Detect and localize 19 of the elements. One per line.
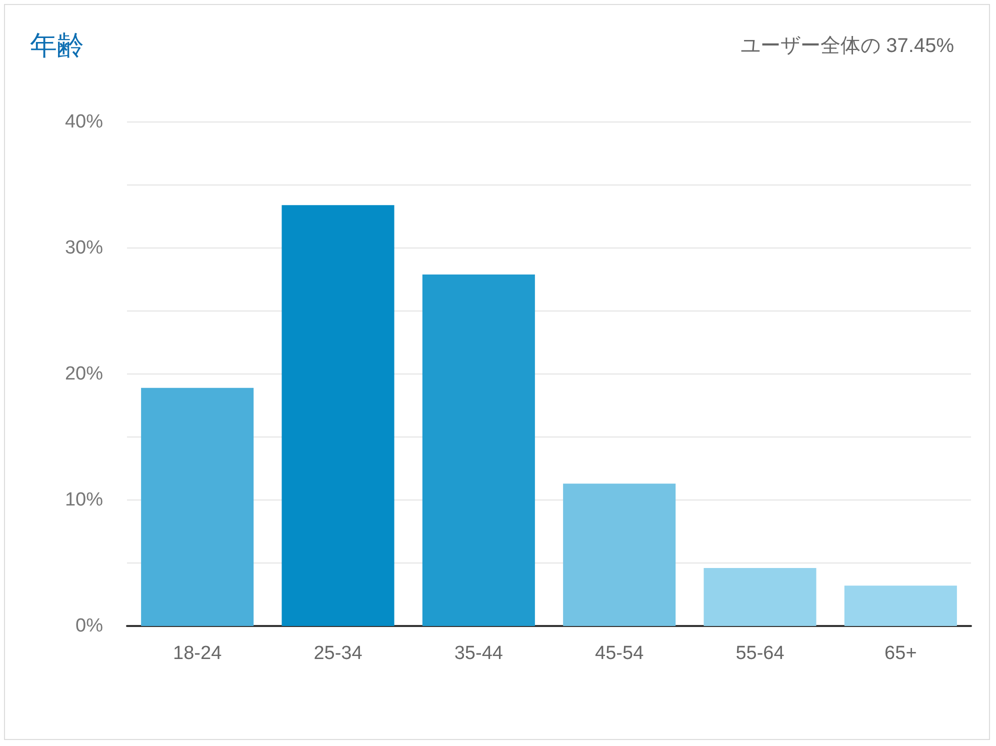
bar bbox=[563, 484, 676, 626]
x-tick-label: 45-54 bbox=[595, 643, 644, 664]
x-tick-label: 25-34 bbox=[314, 643, 363, 664]
bar bbox=[422, 274, 535, 626]
x-tick-label: 18-24 bbox=[173, 643, 222, 664]
y-tick-label: 30% bbox=[64, 238, 104, 258]
x-tick-label: 35-44 bbox=[454, 643, 504, 664]
x-tick-label: 65+ bbox=[884, 643, 917, 664]
y-tick-label: 20% bbox=[64, 364, 104, 384]
y-tick-label: 0% bbox=[76, 616, 104, 636]
bar bbox=[282, 205, 394, 626]
chart-subtitle: ユーザー全体の 37.45% bbox=[740, 35, 954, 57]
bar bbox=[141, 388, 254, 626]
y-tick-label: 10% bbox=[64, 490, 104, 510]
chart-title: 年齢 bbox=[30, 30, 84, 60]
bar bbox=[704, 568, 816, 626]
bar bbox=[844, 586, 957, 626]
x-tick-label: 55-64 bbox=[736, 643, 785, 664]
y-tick-label: 40% bbox=[64, 112, 104, 132]
